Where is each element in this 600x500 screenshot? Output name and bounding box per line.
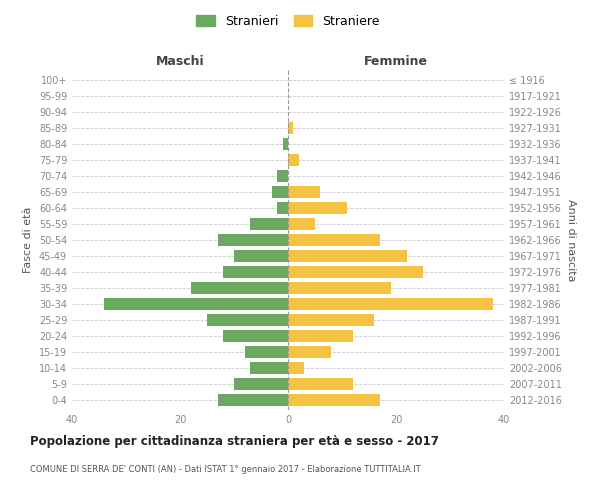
- Bar: [288, 346, 331, 358]
- Bar: [283, 138, 288, 150]
- Bar: [250, 218, 288, 230]
- Bar: [288, 298, 493, 310]
- Bar: [288, 266, 423, 278]
- Bar: [288, 362, 304, 374]
- Y-axis label: Anni di nascita: Anni di nascita: [566, 198, 575, 281]
- Y-axis label: Fasce di età: Fasce di età: [23, 207, 33, 273]
- Bar: [288, 250, 407, 262]
- Bar: [272, 186, 288, 198]
- Text: COMUNE DI SERRA DE' CONTI (AN) - Dati ISTAT 1° gennaio 2017 - Elaborazione TUTTI: COMUNE DI SERRA DE' CONTI (AN) - Dati IS…: [30, 465, 421, 474]
- Text: Femmine: Femmine: [364, 56, 428, 68]
- Bar: [288, 218, 315, 230]
- Bar: [250, 362, 288, 374]
- Bar: [245, 346, 288, 358]
- Bar: [288, 282, 391, 294]
- Bar: [104, 298, 288, 310]
- Bar: [288, 378, 353, 390]
- Bar: [288, 394, 380, 406]
- Bar: [288, 154, 299, 166]
- Bar: [288, 122, 293, 134]
- Bar: [288, 202, 347, 214]
- Bar: [277, 170, 288, 182]
- Bar: [288, 186, 320, 198]
- Bar: [207, 314, 288, 326]
- Bar: [223, 330, 288, 342]
- Text: Popolazione per cittadinanza straniera per età e sesso - 2017: Popolazione per cittadinanza straniera p…: [30, 435, 439, 448]
- Bar: [218, 394, 288, 406]
- Bar: [288, 314, 374, 326]
- Bar: [234, 250, 288, 262]
- Bar: [288, 330, 353, 342]
- Bar: [234, 378, 288, 390]
- Text: Maschi: Maschi: [155, 56, 205, 68]
- Legend: Stranieri, Straniere: Stranieri, Straniere: [193, 11, 383, 32]
- Bar: [288, 234, 380, 246]
- Bar: [277, 202, 288, 214]
- Bar: [191, 282, 288, 294]
- Bar: [218, 234, 288, 246]
- Bar: [223, 266, 288, 278]
